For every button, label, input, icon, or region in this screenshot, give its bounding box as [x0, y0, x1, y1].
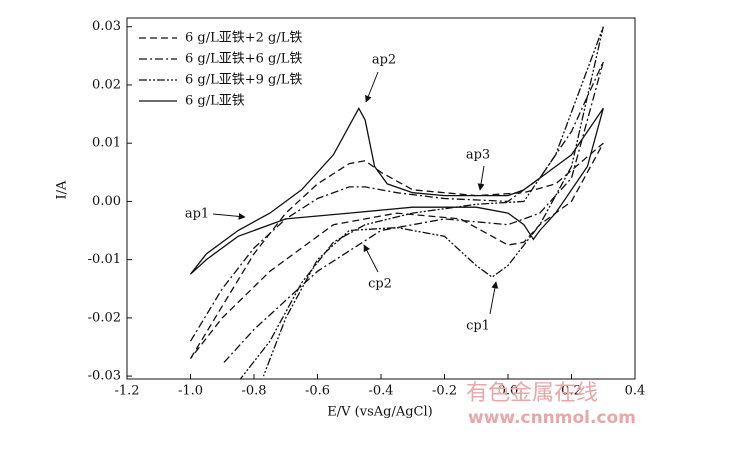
x-tick-label: -1.0 — [178, 384, 203, 399]
arrow — [212, 212, 246, 220]
y-tick-label: 0.01 — [92, 136, 121, 151]
x-tick-label: -1.2 — [114, 384, 139, 399]
series-line — [189, 61, 604, 365]
y-tick-label: -0.01 — [88, 252, 121, 267]
annotation: ap3 — [466, 148, 490, 163]
series-line — [189, 142, 604, 359]
watermark: 有色金属在线 — [466, 381, 598, 406]
series-line — [189, 106, 604, 275]
arrow — [363, 244, 379, 273]
x-tick-label: -0.6 — [305, 384, 330, 399]
y-tick-label: 0.00 — [92, 194, 121, 209]
x-tick-label: -0.2 — [432, 384, 457, 399]
legend-label: 6 g/L亚铁+2 g/L铁 — [185, 31, 302, 46]
x-tick-label: -0.8 — [241, 384, 266, 399]
y-tick-label: -0.03 — [88, 369, 121, 384]
arrow — [489, 281, 499, 315]
legend-label: 6 g/L亚铁+6 g/L铁 — [185, 52, 302, 67]
x-tick-label: 0.2 — [561, 384, 582, 399]
series-line — [239, 26, 604, 379]
watermark: www.cnnmol.com — [468, 408, 636, 428]
y-tick-label: 0.03 — [92, 19, 121, 34]
y-tick-label: 0.02 — [92, 77, 121, 92]
y-axis-label: I/A — [55, 180, 70, 200]
annotation: cp2 — [368, 277, 392, 292]
x-tick-label: -0.4 — [368, 384, 393, 399]
x-tick-label: 0.0 — [498, 384, 519, 399]
arrow — [365, 71, 379, 103]
x-tick-label: 0.4 — [625, 384, 646, 399]
x-axis-label: E/V (vsAg/AgCl) — [327, 405, 432, 420]
legend-label: 6 g/L亚铁 — [185, 94, 245, 109]
arrow — [477, 165, 485, 191]
annotation: ap1 — [185, 207, 209, 222]
y-tick-label: -0.02 — [88, 310, 121, 325]
annotation: ap2 — [372, 53, 396, 68]
legend-label: 6 g/L亚铁+9 g/L铁 — [185, 73, 302, 88]
annotation: cp1 — [466, 319, 490, 334]
